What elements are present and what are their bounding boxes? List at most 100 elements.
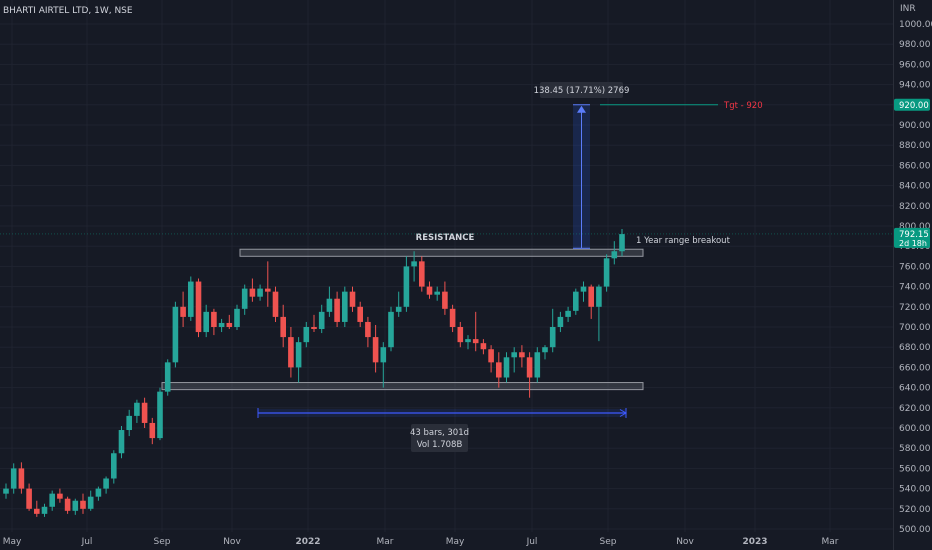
candle-body[interactable] xyxy=(265,288,271,292)
candle-body[interactable] xyxy=(126,415,132,431)
price-tick-label: 620.00 xyxy=(899,404,931,414)
candle-body[interactable] xyxy=(34,508,40,514)
candle-body[interactable] xyxy=(342,291,348,322)
last-price-tag[interactable] xyxy=(894,227,930,248)
candle-body[interactable] xyxy=(603,258,610,287)
time-tick-label: Jul xyxy=(81,537,93,547)
candle-body[interactable] xyxy=(134,402,140,416)
candle-body[interactable] xyxy=(457,327,464,343)
time-axis[interactable]: May Jul Sep Nov 2022 Mar May Jul Sep Nov 2023 Mar xyxy=(3,537,839,547)
candle-body[interactable] xyxy=(87,496,94,509)
candle-body[interactable] xyxy=(596,286,602,307)
candle-body[interactable] xyxy=(588,286,594,307)
candle-body[interactable] xyxy=(465,339,471,343)
candle-body[interactable] xyxy=(365,321,371,338)
price-tick-label: 1000.00 xyxy=(899,20,932,30)
candle-body[interactable] xyxy=(472,339,479,344)
candle-body[interactable] xyxy=(496,362,502,378)
candle-body[interactable] xyxy=(380,347,387,363)
candle-body[interactable] xyxy=(172,306,179,363)
candle-body[interactable] xyxy=(573,291,579,311)
candle-body[interactable] xyxy=(26,488,32,509)
candle-body[interactable] xyxy=(241,288,248,309)
candle-body[interactable] xyxy=(357,306,363,322)
last-price-countdown: 2d 18h xyxy=(899,239,927,248)
candle-body[interactable] xyxy=(549,327,556,348)
candle-body[interactable] xyxy=(195,281,202,333)
candle-body[interactable] xyxy=(557,316,564,327)
candle-body[interactable] xyxy=(234,308,240,327)
candles-layer[interactable] xyxy=(3,229,625,517)
candle-body[interactable] xyxy=(395,306,402,312)
candle-body[interactable] xyxy=(303,327,310,343)
candle-body[interactable] xyxy=(611,251,618,259)
candle-body[interactable] xyxy=(49,493,55,507)
candle-body[interactable] xyxy=(318,311,325,330)
candle-body[interactable] xyxy=(403,266,410,307)
price-tick-label: 600.00 xyxy=(899,424,931,434)
candle-body[interactable] xyxy=(141,402,148,423)
candle-body[interactable] xyxy=(511,352,517,358)
candle-body[interactable] xyxy=(449,308,456,327)
candle-body[interactable] xyxy=(80,500,86,509)
candle-body[interactable] xyxy=(164,362,171,392)
candle-body[interactable] xyxy=(388,311,394,348)
candle-body[interactable] xyxy=(18,468,25,489)
candle-body[interactable] xyxy=(188,281,194,317)
candle-body[interactable] xyxy=(280,316,286,338)
time-tick-label: 2023 xyxy=(742,537,767,547)
candle-body[interactable] xyxy=(619,234,625,252)
candle-body[interactable] xyxy=(311,327,317,330)
candle-body[interactable] xyxy=(542,347,548,353)
price-tick-label: 720.00 xyxy=(899,303,931,313)
measure-arrow-head xyxy=(577,105,586,113)
candle-body[interactable] xyxy=(565,310,571,317)
candle-body[interactable] xyxy=(272,291,279,317)
candle-body[interactable] xyxy=(41,506,48,514)
candle-body[interactable] xyxy=(534,352,541,378)
candle-body[interactable] xyxy=(3,488,9,494)
candle-body[interactable] xyxy=(288,337,294,368)
candle-body[interactable] xyxy=(334,298,340,322)
price-tick-label: 840.00 xyxy=(899,182,931,192)
price-tick-label: 820.00 xyxy=(899,202,931,212)
candle-body[interactable] xyxy=(442,291,448,309)
candle-body[interactable] xyxy=(211,311,217,327)
candle-body[interactable] xyxy=(180,306,186,317)
candle-body[interactable] xyxy=(64,498,71,511)
candle-body[interactable] xyxy=(149,422,156,439)
candle-body[interactable] xyxy=(249,288,256,297)
candle-body[interactable] xyxy=(257,288,263,297)
candle-body[interactable] xyxy=(488,349,494,363)
candle-body[interactable] xyxy=(103,478,109,489)
price-tick-label: 680.00 xyxy=(899,343,931,353)
candle-body[interactable] xyxy=(95,488,102,497)
candle-body[interactable] xyxy=(295,342,302,368)
candle-body[interactable] xyxy=(372,337,379,363)
candle-body[interactable] xyxy=(111,453,117,479)
candle-body[interactable] xyxy=(10,468,17,489)
candle-body[interactable] xyxy=(118,430,125,454)
date-range-arrow xyxy=(619,409,627,417)
target-price-tag[interactable] xyxy=(894,98,930,111)
candle-body[interactable] xyxy=(434,291,440,295)
candle-body[interactable] xyxy=(157,391,163,439)
candle-body[interactable] xyxy=(349,291,356,307)
price-axis[interactable]: INR 500.00 520.00 540.00 560.00 580.00 600.00 6… xyxy=(893,0,932,550)
candle-body[interactable] xyxy=(218,322,225,327)
candle-body[interactable] xyxy=(426,286,433,295)
candle-body[interactable] xyxy=(419,261,425,287)
candle-body[interactable] xyxy=(480,343,487,350)
candle-body[interactable] xyxy=(526,357,533,378)
candle-body[interactable] xyxy=(580,286,587,292)
candle-body[interactable] xyxy=(411,261,417,267)
candle-body[interactable] xyxy=(326,298,333,312)
candle-body[interactable] xyxy=(226,322,233,327)
candle-body[interactable] xyxy=(503,357,510,378)
candle-body[interactable] xyxy=(57,493,63,499)
candle-body[interactable] xyxy=(519,352,525,358)
candle-body[interactable] xyxy=(203,311,209,333)
candle-body[interactable] xyxy=(72,500,79,511)
